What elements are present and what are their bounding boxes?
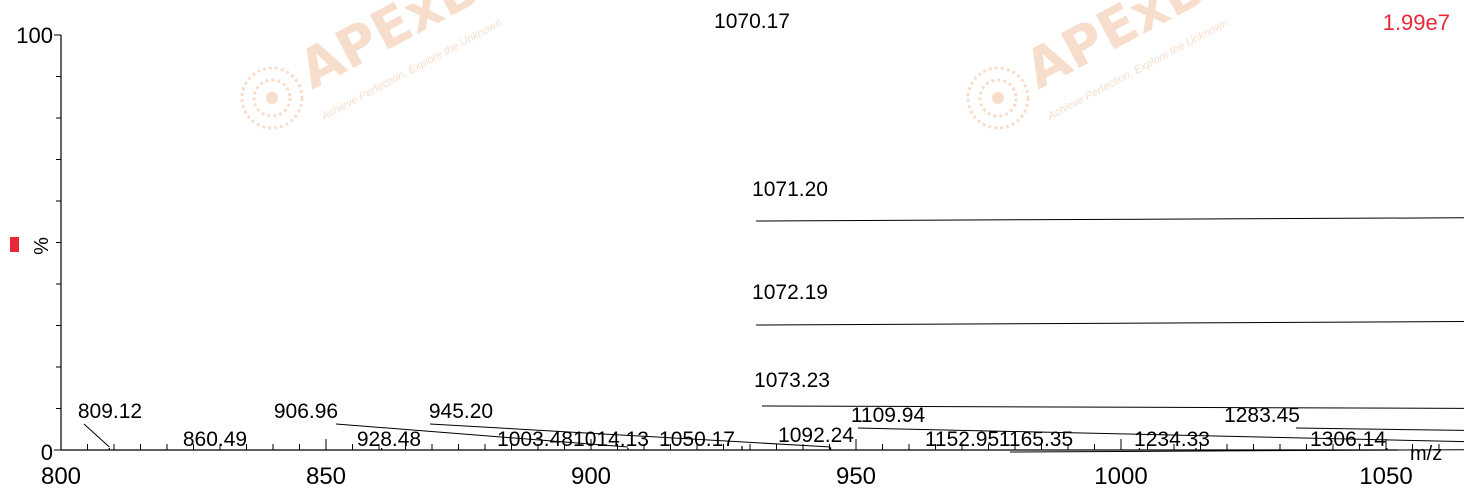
watermark-text: APExBIO	[289, 0, 548, 101]
x-tick-label: 850	[306, 463, 346, 490]
peak-label-leader	[335, 423, 628, 448]
peak-label: 1234.33	[1134, 428, 1210, 451]
peak-label-leader	[755, 217, 1464, 222]
peak-label-leader	[857, 427, 1464, 443]
peak-label-leader	[1009, 449, 1464, 453]
peak-label: 809.12	[78, 400, 142, 423]
x-tick-label: 1050	[1359, 463, 1412, 490]
peak-label: 1072.19	[752, 281, 828, 304]
x-tick-label: 1000	[1094, 463, 1147, 490]
peak-label: 1109.94	[851, 404, 926, 427]
watermark-logo-icon	[240, 66, 304, 130]
watermark-text: APExBIO	[1015, 0, 1274, 101]
y-tick-label: 0	[41, 440, 53, 465]
peak-label: 1071.20	[752, 178, 828, 201]
peak-label: 1003.48	[497, 428, 573, 451]
peak-label: 1070.17	[714, 10, 790, 33]
peak-label: 1283.45	[1224, 404, 1300, 427]
peak-label-leader	[761, 405, 1464, 409]
x-tick-label: 800	[41, 463, 81, 490]
peak-label: 906.96	[274, 400, 338, 423]
watermark-logo-icon	[966, 66, 1030, 130]
peak-label-leader	[755, 321, 1464, 326]
x-tick-label: 950	[836, 463, 876, 490]
peak-label: 1073.23	[754, 369, 830, 392]
peak-label: 1152.95	[925, 428, 999, 451]
peaks-layer	[108, 445, 1388, 450]
peak-label: 1306.14	[1310, 428, 1386, 451]
y-axis-label: %	[31, 237, 53, 255]
x-axis-label: m/z	[1410, 443, 1442, 465]
peak-label: 1092.24	[778, 424, 854, 447]
peak-label: 860.49	[183, 428, 247, 451]
x-tick-label: 900	[571, 463, 611, 490]
peak-label-leader	[83, 423, 110, 448]
peak-label: 1165.35	[999, 428, 1073, 451]
y-axis-marker	[10, 237, 19, 252]
intensity-label: 1.99e7	[1383, 10, 1450, 35]
peak-label: 945.20	[429, 400, 493, 423]
peak-label-leader	[429, 423, 831, 448]
peak-label: 1014.13	[573, 428, 649, 451]
axes: 1000%80085090095010001050110011501200125…	[10, 10, 1450, 490]
peak-label: 928.48	[357, 428, 421, 451]
peak-label: 1050.17	[659, 428, 735, 451]
y-tick-label: 100	[16, 23, 53, 48]
